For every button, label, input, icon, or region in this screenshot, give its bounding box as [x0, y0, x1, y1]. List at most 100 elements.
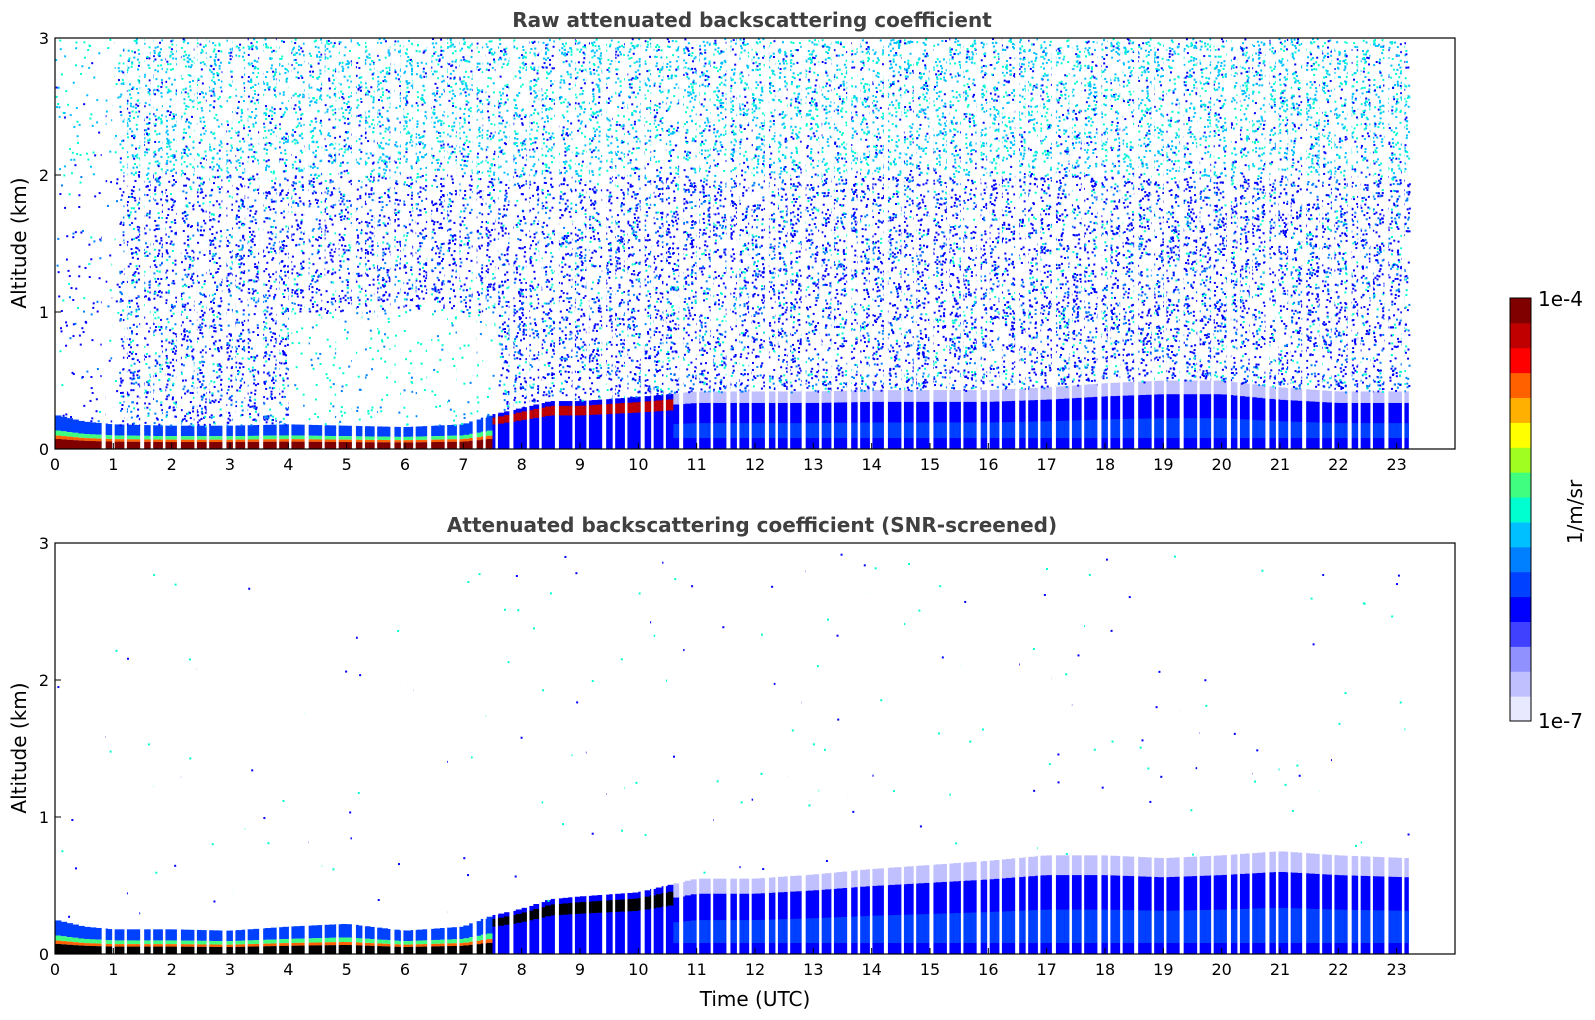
- noise-pixel: [166, 259, 169, 262]
- noise-pixel: [255, 41, 258, 44]
- noise-pixel: [200, 410, 203, 413]
- noise-pixel: [369, 231, 372, 234]
- noise-pixel: [137, 174, 140, 177]
- noise-pixel: [59, 327, 62, 330]
- noise-pixel: [83, 404, 86, 407]
- noise-pixel: [143, 105, 146, 108]
- noise-pixel: [214, 62, 217, 65]
- noise-pixel: [75, 107, 78, 110]
- noise-pixel: [168, 373, 171, 376]
- noise-pixel: [123, 175, 126, 178]
- noise-pixel: [215, 231, 218, 234]
- noise-pixel: [262, 328, 265, 331]
- noise-pixel: [167, 284, 170, 287]
- noise-pixel: [237, 46, 240, 49]
- noise-pixel: [157, 277, 160, 280]
- noise-pixel: [343, 75, 346, 78]
- noise-pixel: [220, 346, 223, 349]
- noise-pixel: [379, 132, 382, 135]
- noise-pixel: [133, 135, 136, 138]
- noise-pixel: [183, 221, 186, 224]
- noise-pixel: [275, 271, 278, 274]
- noise-pixel: [300, 117, 303, 120]
- noise-pixel: [184, 255, 187, 258]
- noise-pixel: [187, 73, 190, 76]
- noise-pixel: [226, 167, 229, 170]
- noise-pixel: [364, 136, 367, 139]
- noise-pixel: [156, 360, 159, 363]
- noise-pixel: [156, 418, 159, 421]
- noise-pixel: [219, 368, 222, 371]
- noise-pixel: [356, 240, 359, 243]
- noise-pixel: [168, 405, 171, 408]
- noise-pixel: [96, 99, 99, 102]
- noise-pixel: [183, 283, 186, 286]
- noise-pixel: [191, 249, 194, 252]
- noise-pixel: [168, 145, 171, 148]
- noise-pixel: [269, 287, 272, 290]
- noise-pixel: [228, 130, 231, 133]
- noise-pixel: [349, 109, 352, 112]
- noise-pixel: [264, 38, 267, 41]
- noise-pixel: [198, 326, 201, 329]
- noise-pixel: [257, 67, 260, 70]
- noise-pixel: [78, 123, 81, 126]
- noise-pixel: [231, 261, 234, 264]
- noise-pixel: [235, 216, 238, 219]
- layer-cell: [282, 439, 289, 442]
- noise-pixel: [340, 147, 343, 150]
- noise-pixel: [204, 295, 207, 298]
- noise-pixel: [327, 43, 330, 46]
- noise-pixel: [159, 370, 162, 373]
- noise-pixel: [97, 420, 100, 423]
- noise-pixel: [134, 199, 137, 202]
- noise-pixel: [205, 210, 208, 213]
- noise-pixel: [310, 358, 313, 361]
- noise-pixel: [185, 65, 188, 68]
- noise-pixel: [347, 172, 350, 175]
- noise-pixel: [156, 88, 159, 91]
- noise-pixel: [172, 243, 175, 246]
- noise-pixel: [238, 161, 241, 164]
- noise-pixel: [281, 390, 284, 393]
- noise-pixel: [319, 72, 322, 75]
- noise-pixel: [376, 269, 379, 272]
- noise-pixel: [381, 87, 384, 90]
- noise-pixel: [157, 64, 160, 67]
- noise-pixel: [263, 381, 266, 384]
- noise-pixel: [167, 291, 170, 294]
- noise-pixel: [320, 244, 323, 247]
- layer-cell: [55, 435, 62, 439]
- noise-pixel: [165, 125, 168, 128]
- noise-pixel: [338, 300, 341, 303]
- noise-pixel: [137, 104, 140, 107]
- noise-pixel: [213, 381, 216, 384]
- noise-pixel: [154, 264, 157, 267]
- noise-pixel: [300, 113, 303, 116]
- noise-pixel: [201, 305, 204, 308]
- layer-cell: [300, 439, 307, 442]
- noise-pixel: [281, 228, 284, 231]
- noise-pixel: [255, 408, 258, 411]
- noise-pixel: [323, 44, 326, 47]
- noise-pixel: [368, 196, 371, 199]
- noise-pixel: [263, 418, 266, 421]
- noise-pixel: [90, 387, 93, 390]
- noise-pixel: [358, 138, 361, 141]
- noise-pixel: [186, 154, 189, 157]
- noise-pixel: [359, 256, 362, 259]
- noise-pixel: [227, 385, 230, 388]
- noise-pixel: [171, 39, 174, 42]
- noise-pixel: [312, 305, 315, 308]
- noise-pixel: [316, 199, 319, 202]
- noise-pixel: [301, 238, 304, 241]
- noise-pixel: [120, 395, 123, 398]
- noise-pixel: [158, 290, 161, 293]
- noise-pixel: [211, 255, 214, 258]
- noise-pixel: [242, 224, 245, 227]
- layer-cell: [84, 438, 91, 441]
- noise-pixel: [148, 122, 151, 125]
- noise-pixel: [169, 388, 172, 391]
- noise-pixel: [203, 157, 206, 160]
- noise-pixel: [274, 200, 277, 203]
